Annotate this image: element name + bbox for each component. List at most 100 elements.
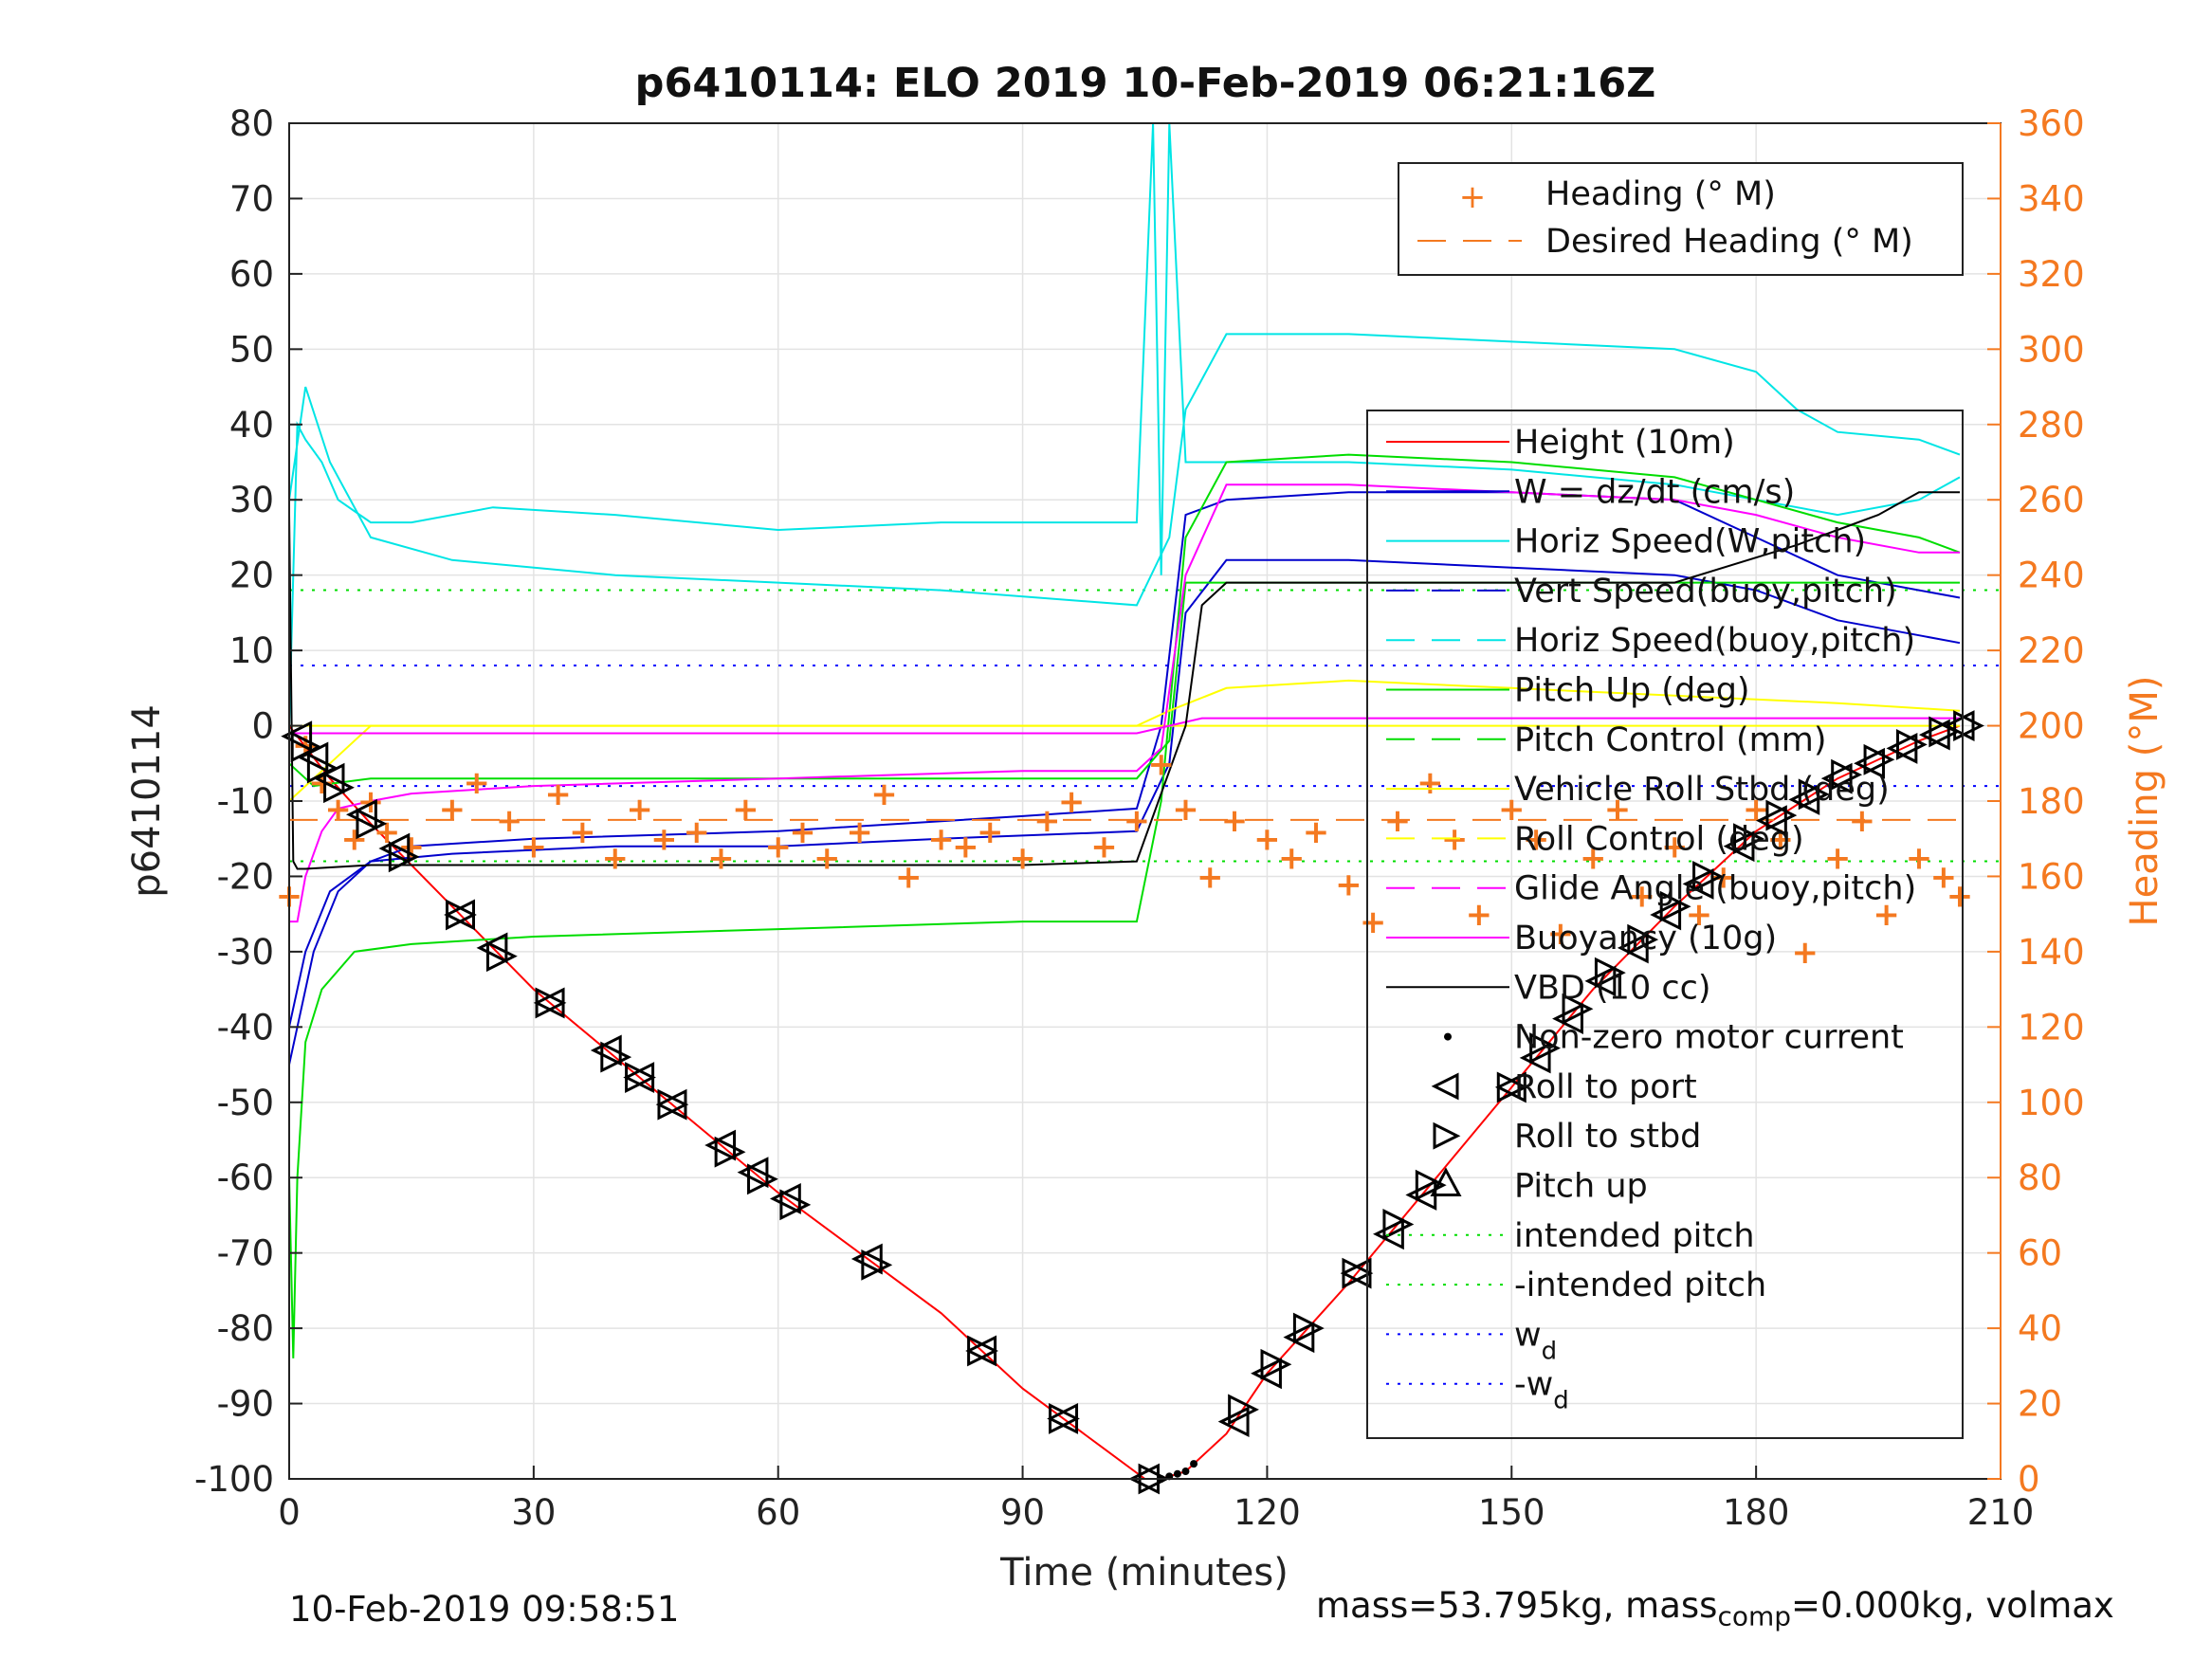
heading-point: + bbox=[602, 840, 630, 878]
x-tick-label: 180 bbox=[1723, 1492, 1790, 1533]
roll-to-stbd-marker bbox=[1692, 861, 1724, 892]
legend-entry-sub: d bbox=[1553, 1387, 1569, 1415]
heading-point: + bbox=[977, 813, 1004, 851]
series-line bbox=[288, 453, 1961, 1358]
roll-to-port-marker bbox=[1552, 1003, 1583, 1035]
y-right-tick-label: 80 bbox=[2018, 1158, 2062, 1198]
series-line bbox=[288, 333, 1961, 607]
roll-to-port-marker bbox=[378, 832, 411, 865]
heading-point: + bbox=[1441, 821, 1469, 859]
y-left-tick-label: -20 bbox=[217, 856, 274, 897]
roll-to-stbd-marker bbox=[1831, 758, 1863, 791]
roll-to-port-marker bbox=[476, 932, 508, 964]
heading-point: + bbox=[846, 813, 873, 851]
roll-to-port-marker bbox=[1943, 710, 1975, 741]
legend-entry-label: Pitch up bbox=[1514, 1168, 1648, 1206]
roll-to-stbd-marker bbox=[861, 1249, 893, 1281]
y-left-tick-label: 50 bbox=[229, 329, 274, 370]
roll-to-port-marker bbox=[704, 1129, 737, 1161]
roll-to-stbd-marker bbox=[1594, 957, 1626, 989]
series-line bbox=[288, 122, 1961, 726]
y-left-tick-label: -40 bbox=[217, 1007, 274, 1048]
heading-point: + bbox=[1547, 915, 1575, 953]
y-right-tick-label: 320 bbox=[2018, 254, 2085, 295]
roll-to-stbd-marker bbox=[1765, 799, 1798, 831]
heading-point: + bbox=[650, 821, 678, 859]
heading-point: + bbox=[1947, 877, 1974, 915]
roll-to-stbd-marker bbox=[967, 1335, 998, 1367]
legend-entry-label: Roll to port bbox=[1514, 1068, 1697, 1106]
roll-to-port-marker bbox=[1584, 965, 1617, 997]
roll-to-port-marker bbox=[1723, 830, 1755, 863]
heading-point: + bbox=[1197, 858, 1224, 896]
y-left-tick-label: 20 bbox=[229, 556, 274, 596]
legend-entry-label: Non-zero motor current bbox=[1514, 1019, 1904, 1057]
roll-to-stbd-marker bbox=[747, 1163, 778, 1195]
roll-to-stbd-marker bbox=[1228, 1394, 1259, 1426]
roll-to-stbd-marker bbox=[1733, 823, 1764, 855]
roll-to-port-marker bbox=[1650, 899, 1682, 931]
heading-point: + bbox=[732, 791, 759, 829]
roll-to-port-marker bbox=[1283, 1322, 1315, 1354]
legend-entry-label: Horiz Speed(W,pitch) bbox=[1514, 523, 1866, 561]
roll-to-stbd-marker bbox=[1659, 890, 1691, 922]
roll-to-stbd-marker bbox=[1562, 993, 1594, 1025]
grid bbox=[288, 122, 2002, 1480]
x-tick-label: 120 bbox=[1234, 1492, 1301, 1533]
roll-to-port-marker bbox=[281, 720, 313, 753]
roll-to-port-marker bbox=[1519, 1042, 1551, 1074]
heading-point: + bbox=[324, 791, 352, 829]
heading-point: + bbox=[569, 813, 596, 851]
roll-to-port-marker bbox=[1217, 1406, 1250, 1438]
heading-point: + bbox=[952, 829, 979, 866]
legend-main: Height (10m) W = dz/dt (cm/s) Horiz Speed(… bbox=[1366, 410, 1964, 1439]
roll-to-port-marker bbox=[1682, 867, 1714, 900]
roll-to-stbd-marker bbox=[779, 1189, 812, 1221]
legend-entry-label: Horiz Speed(buoy,pitch) bbox=[1514, 622, 1915, 660]
y-right-tick-label: 40 bbox=[2018, 1308, 2062, 1349]
footer-mass-sub: comp bbox=[1717, 1600, 1792, 1632]
y-left-tick-label: 0 bbox=[251, 706, 274, 747]
legend-swatch-port bbox=[1431, 1072, 1459, 1101]
motor-current-dot bbox=[1173, 1469, 1181, 1478]
roll-to-stbd-marker bbox=[1529, 1032, 1562, 1065]
roll-to-stbd-marker bbox=[388, 841, 420, 873]
heading-point: + bbox=[1058, 783, 1086, 821]
legend-entry-label: Vert Speed(buoy,pitch) bbox=[1514, 573, 1897, 611]
roll-to-stbd-marker bbox=[1798, 778, 1830, 811]
roll-to-stbd-marker bbox=[306, 752, 338, 784]
y-left-tick-label: 30 bbox=[229, 480, 274, 520]
heading-point: + bbox=[1661, 829, 1689, 866]
series-line bbox=[289, 483, 1960, 923]
y-right-tick-label: 160 bbox=[2018, 856, 2085, 897]
legend-entry-label: VBD (10 cc) bbox=[1514, 969, 1711, 1007]
x-tick-label: 210 bbox=[1967, 1492, 2035, 1533]
y-right-tick-label: 360 bbox=[2018, 103, 2085, 144]
heading-point: + bbox=[357, 783, 385, 821]
legend-swatch-pitchup bbox=[1430, 1167, 1462, 1196]
roll-to-stbd-marker bbox=[356, 808, 388, 840]
roll-to-stbd-marker bbox=[1342, 1257, 1374, 1289]
heading-point: + bbox=[463, 764, 490, 802]
legend-entry-label: W = dz/dt (cm/s) bbox=[1514, 473, 1795, 511]
legend-heading-label: Heading (° M) bbox=[1545, 175, 1776, 213]
y-right-tick-label: 120 bbox=[2018, 1007, 2085, 1048]
heading-point: + bbox=[1172, 791, 1199, 829]
heading-point: + bbox=[1303, 813, 1330, 851]
roll-to-port-marker bbox=[590, 1034, 622, 1066]
heading-point: + bbox=[1873, 896, 1900, 934]
y-right-ticks: 3603403203002802602402202001801601401201… bbox=[1987, 103, 2085, 1500]
y-left-tick-label: -90 bbox=[217, 1384, 274, 1425]
roll-to-stbd-marker bbox=[625, 1062, 656, 1093]
y-left-tick-label: -50 bbox=[217, 1083, 274, 1123]
heading-point: + bbox=[1009, 840, 1036, 878]
heading-point: + bbox=[814, 840, 841, 878]
heading-point: + bbox=[439, 791, 466, 829]
roll-to-port-marker bbox=[769, 1183, 801, 1214]
legend-main-box bbox=[1366, 410, 1964, 1439]
heading-point: + bbox=[626, 791, 653, 829]
roll-to-stbd-marker bbox=[1292, 1312, 1325, 1344]
series-line bbox=[288, 491, 1961, 1066]
x-tick-label: 30 bbox=[511, 1492, 556, 1533]
